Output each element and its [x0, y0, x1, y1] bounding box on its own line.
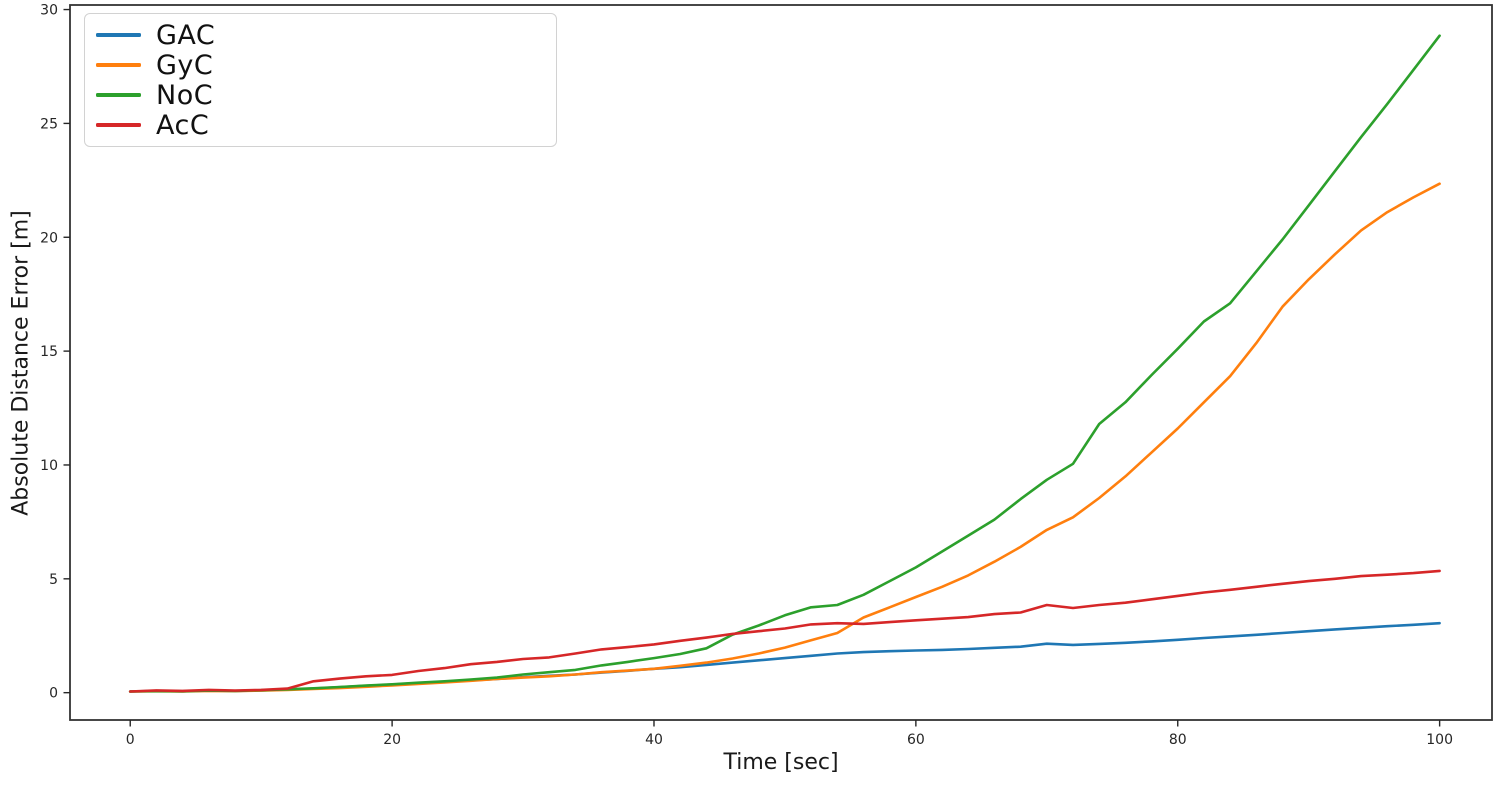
- y-tick-label: 5: [49, 572, 58, 588]
- x-axis-label: Time [sec]: [723, 750, 839, 775]
- plot-border: [69, 4, 1493, 721]
- y-axis-label: Absolute Distance Error [m]: [8, 210, 34, 516]
- x-tick-label: 20: [383, 732, 401, 748]
- y-tick-label: 15: [40, 344, 58, 360]
- legend: GAC GyC NoC AcC: [84, 13, 557, 147]
- legend-line-swatch: [96, 93, 141, 97]
- legend-line-swatch: [96, 123, 141, 127]
- legend-item-acc: AcC: [96, 110, 556, 140]
- x-tick-label: 0: [126, 732, 135, 748]
- legend-label: GyC: [156, 49, 214, 81]
- legend-item-noc: NoC: [96, 80, 556, 110]
- legend-label: AcC: [156, 109, 210, 141]
- series-line-acc: [128, 569, 1441, 693]
- legend-label: GAC: [156, 19, 216, 51]
- y-tick-label: 30: [40, 3, 58, 19]
- x-tick-label: 100: [1426, 732, 1453, 748]
- y-tick-label: 0: [49, 686, 58, 702]
- legend-item-gac: GAC: [96, 20, 556, 50]
- legend-label: NoC: [156, 79, 214, 111]
- x-tick-label: 80: [1169, 732, 1187, 748]
- legend-line-swatch: [96, 33, 141, 37]
- y-tick-label: 10: [40, 458, 58, 474]
- legend-item-gyc: GyC: [96, 50, 556, 80]
- x-tick-label: 40: [645, 732, 663, 748]
- y-tick-label: 25: [40, 116, 58, 132]
- x-tick-label: 60: [907, 732, 925, 748]
- legend-line-swatch: [96, 63, 141, 67]
- series-line-noc: [128, 34, 1441, 693]
- y-tick-label: 20: [40, 230, 58, 246]
